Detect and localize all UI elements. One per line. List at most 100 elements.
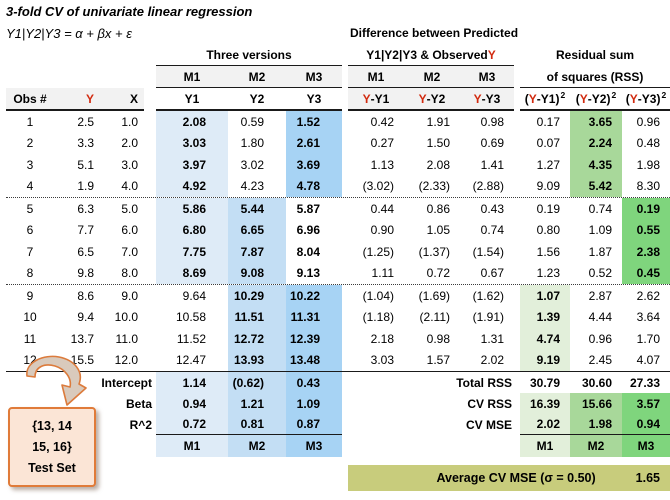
- cell-intercept-m1[interactable]: 1.14: [156, 372, 228, 393]
- cell-rss1[interactable]: 1.39: [520, 306, 570, 328]
- cell-y[interactable]: 2.5: [77, 114, 94, 129]
- cell-intercept-m2[interactable]: (0.62): [228, 372, 286, 393]
- cell-rss3[interactable]: 4.07: [636, 353, 660, 368]
- cell-rss2[interactable]: 2.45: [588, 353, 612, 368]
- cell-rss2[interactable]: 5.42: [570, 175, 622, 197]
- cell-rss3[interactable]: 0.96: [636, 114, 660, 129]
- cell-rss1[interactable]: 9.09: [536, 179, 560, 194]
- cell-y1[interactable]: 10.58: [175, 310, 206, 325]
- average-cv-mse-value[interactable]: 1.65: [635, 471, 660, 485]
- cell-y1[interactable]: 5.86: [156, 198, 228, 220]
- cell-y3[interactable]: 6.96: [296, 223, 320, 238]
- cell-y3[interactable]: 1.52: [286, 111, 342, 133]
- cell-diff1[interactable]: 1.11: [371, 266, 394, 281]
- cell-y[interactable]: 7.7: [77, 223, 94, 238]
- cell-x[interactable]: 9.0: [121, 288, 138, 303]
- cell-rss3[interactable]: 1.98: [636, 157, 660, 172]
- cell-rss3[interactable]: 2.38: [622, 241, 670, 263]
- cell-y2[interactable]: 13.93: [228, 349, 286, 371]
- cell-y1[interactable]: 8.69: [156, 262, 228, 284]
- cell-r2-m1[interactable]: 0.72: [156, 414, 228, 435]
- cell-x[interactable]: 1.0: [121, 114, 138, 129]
- cell-rss3[interactable]: 0.19: [622, 198, 670, 220]
- cell-obs[interactable]: 2: [26, 136, 34, 151]
- cell-rss2[interactable]: 0.74: [588, 201, 612, 216]
- cell-diff3[interactable]: (2.88): [472, 179, 504, 194]
- cell-intercept-m3[interactable]: 0.43: [286, 372, 342, 393]
- cell-x[interactable]: 10.0: [114, 310, 138, 325]
- cell-y3[interactable]: 11.31: [286, 306, 342, 328]
- cell-cv-mse-m2[interactable]: 1.98: [570, 414, 622, 435]
- cell-diff3[interactable]: 0.69: [480, 136, 504, 151]
- cell-x[interactable]: 8.0: [121, 266, 138, 281]
- cell-y2[interactable]: 10.29: [228, 285, 286, 307]
- cell-diff2[interactable]: (2.33): [418, 179, 450, 194]
- cell-beta-m1[interactable]: 0.94: [156, 393, 228, 414]
- cell-y[interactable]: 5.1: [77, 157, 94, 172]
- cell-y2[interactable]: 11.51: [228, 306, 286, 328]
- cell-cv-mse-m3[interactable]: 0.94: [622, 414, 670, 435]
- cell-rss2[interactable]: 0.52: [588, 266, 612, 281]
- cell-diff1[interactable]: 2.18: [370, 331, 394, 346]
- cell-total-rss-m3[interactable]: 27.33: [629, 375, 660, 390]
- cell-diff2[interactable]: 0.86: [426, 201, 450, 216]
- cell-rss3[interactable]: 3.64: [636, 310, 660, 325]
- cell-diff2[interactable]: 1.57: [426, 353, 450, 368]
- cell-y3[interactable]: 12.39: [286, 328, 342, 350]
- cell-diff3[interactable]: (1.91): [472, 310, 504, 325]
- cell-x[interactable]: 3.0: [121, 157, 138, 172]
- cell-obs[interactable]: 5: [26, 201, 34, 216]
- cell-rss2[interactable]: 4.35: [570, 154, 622, 176]
- cell-obs[interactable]: 9: [26, 288, 34, 303]
- cell-y3[interactable]: 9.13: [296, 266, 320, 281]
- cell-obs[interactable]: 6: [26, 223, 34, 238]
- cell-x[interactable]: 7.0: [121, 244, 138, 259]
- cell-obs[interactable]: 1: [26, 114, 34, 129]
- cell-x[interactable]: 12.0: [114, 353, 138, 368]
- cell-rss3[interactable]: 0.45: [622, 262, 670, 284]
- cell-diff3[interactable]: 0.98: [480, 114, 504, 129]
- cell-diff1[interactable]: 1.13: [370, 157, 394, 172]
- cell-r2-m2[interactable]: 0.81: [228, 414, 286, 435]
- cell-rss1[interactable]: 1.56: [536, 244, 560, 259]
- cell-rss2[interactable]: 3.65: [570, 111, 622, 133]
- cell-rss1[interactable]: 0.07: [536, 136, 560, 151]
- cell-cv-rss-m2[interactable]: 15.66: [570, 393, 622, 414]
- cell-y[interactable]: 6.3: [77, 201, 94, 216]
- cell-y2[interactable]: 3.02: [240, 157, 264, 172]
- cell-diff1[interactable]: (3.02): [362, 179, 394, 194]
- cell-rss1[interactable]: 1.23: [536, 266, 560, 281]
- cell-rss1[interactable]: 1.27: [536, 157, 560, 172]
- cell-rss3[interactable]: 8.30: [636, 179, 660, 194]
- cell-y3[interactable]: 13.48: [286, 349, 342, 371]
- cell-y2[interactable]: 9.08: [228, 262, 286, 284]
- cell-y3[interactable]: 4.78: [286, 175, 342, 197]
- cell-diff2[interactable]: (1.69): [418, 288, 450, 303]
- cell-x[interactable]: 4.0: [121, 179, 138, 194]
- cell-total-rss-m2[interactable]: 30.60: [581, 375, 612, 390]
- cell-y1[interactable]: 6.80: [156, 219, 228, 241]
- cell-obs[interactable]: 8: [26, 266, 34, 281]
- cell-obs[interactable]: 4: [26, 179, 34, 194]
- cell-y1[interactable]: 7.75: [156, 241, 228, 263]
- cell-diff1[interactable]: (1.04): [362, 288, 394, 303]
- cell-beta-m2[interactable]: 1.21: [228, 393, 286, 414]
- cell-y2[interactable]: 5.44: [228, 198, 286, 220]
- cell-y2[interactable]: 12.72: [228, 328, 286, 350]
- cell-y1[interactable]: 9.64: [182, 288, 206, 303]
- cell-rss1[interactable]: 9.19: [520, 349, 570, 371]
- cell-r2-m3[interactable]: 0.87: [286, 414, 342, 435]
- cell-y3[interactable]: 5.87: [296, 201, 320, 216]
- cell-y1[interactable]: 4.92: [156, 175, 228, 197]
- cell-diff3[interactable]: 2.02: [480, 353, 504, 368]
- cell-diff3[interactable]: (1.62): [472, 288, 504, 303]
- cell-cv-rss-m3[interactable]: 3.57: [622, 393, 670, 414]
- cell-beta-m3[interactable]: 1.09: [286, 393, 342, 414]
- cell-rss3[interactable]: 0.48: [636, 136, 660, 151]
- cell-diff2[interactable]: (2.11): [419, 310, 450, 325]
- cell-x[interactable]: 2.0: [121, 136, 138, 151]
- cell-rss1[interactable]: 1.07: [520, 285, 570, 307]
- cell-diff2[interactable]: 0.98: [426, 331, 450, 346]
- cell-y1[interactable]: 3.97: [156, 154, 228, 176]
- cell-total-rss-m1[interactable]: 30.79: [529, 375, 560, 390]
